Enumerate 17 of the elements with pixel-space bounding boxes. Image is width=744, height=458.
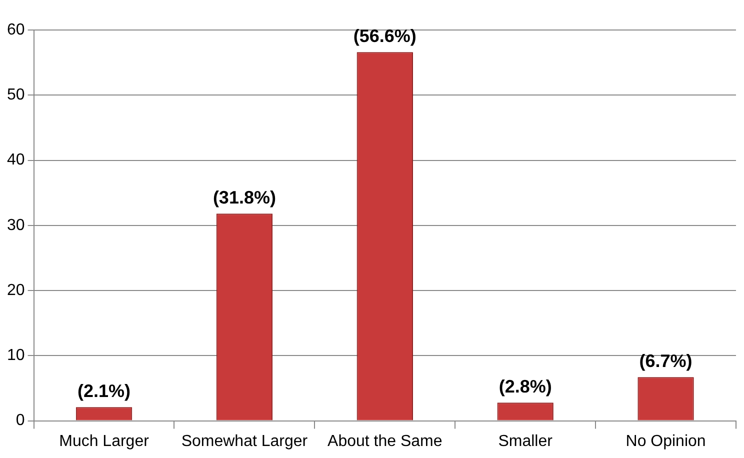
y-tick-label: 30 bbox=[7, 216, 25, 234]
y-tick-label: 0 bbox=[16, 412, 25, 430]
x-tick-label: Somewhat Larger bbox=[181, 432, 308, 450]
x-tick-label: No Opinion bbox=[626, 432, 706, 450]
x-tick-label: Smaller bbox=[498, 432, 554, 450]
data-label: (31.8%) bbox=[212, 188, 276, 208]
y-tick-label: 40 bbox=[7, 152, 25, 169]
data-label: (2.1%) bbox=[78, 381, 131, 402]
y-tick-label: 10 bbox=[7, 347, 25, 364]
y-tick-label: 20 bbox=[7, 282, 25, 299]
x-tick-label: About the Same bbox=[328, 432, 442, 450]
data-label: (6.7%) bbox=[639, 351, 692, 372]
data-label: (56.6%) bbox=[353, 26, 416, 46]
data-label: (2.8%) bbox=[498, 376, 552, 397]
y-tick-label: 60 bbox=[7, 21, 25, 38]
y-tick-label: 50 bbox=[7, 86, 25, 104]
x-tick-label: Much Larger bbox=[59, 432, 150, 450]
